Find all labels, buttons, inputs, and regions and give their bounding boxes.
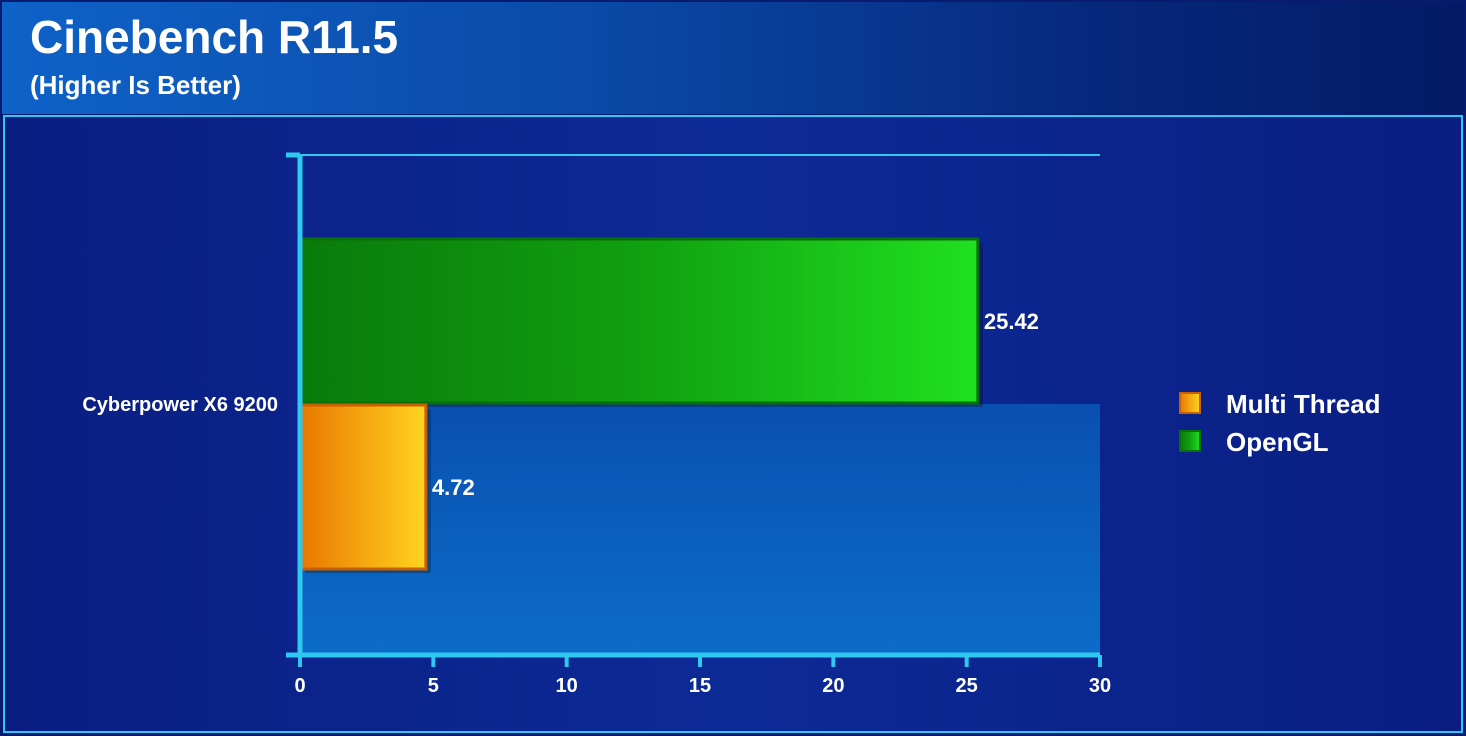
legend-label-opengl: OpenGL [1226, 427, 1329, 457]
legend-label-multi-thread: Multi Thread [1226, 389, 1381, 419]
legend-item-opengl: OpenGL [1179, 427, 1329, 457]
bars [298, 237, 983, 573]
x-tick-label-30: 30 [1089, 675, 1111, 697]
x-tick-label-20: 20 [822, 675, 844, 697]
x-tick-label-15: 15 [689, 675, 711, 697]
bar-opengl [298, 237, 980, 405]
value-label-opengl: 25.42 [984, 309, 1039, 334]
bar-multi-thread [298, 403, 428, 571]
legend-swatch-opengl [1179, 430, 1201, 452]
plot-floor [300, 404, 1100, 655]
legend: Multi Thread OpenGL [1179, 389, 1381, 457]
chart-subtitle: (Higher Is Better) [30, 70, 241, 100]
labels: 25.42 4.72 0 5 10 15 20 25 30 Cyberpower X6 9200 [82, 309, 1111, 697]
plot-background [300, 154, 1100, 655]
chart-title: Cinebench R11.5 [30, 11, 399, 63]
axes [286, 152, 1102, 667]
value-label-multi-thread: 4.72 [432, 475, 475, 500]
x-tick-label-25: 25 [956, 675, 978, 697]
legend-item-multi-thread: Multi Thread [1179, 389, 1381, 419]
x-tick-label-10: 10 [556, 675, 578, 697]
title-bar: Cinebench R11.5 (Higher Is Better) [2, 2, 1464, 114]
x-tick-label-0: 0 [294, 675, 305, 697]
legend-swatch-multi-thread [1179, 392, 1201, 414]
x-tick-label-5: 5 [428, 675, 439, 697]
category-label: Cyberpower X6 9200 [82, 394, 278, 416]
